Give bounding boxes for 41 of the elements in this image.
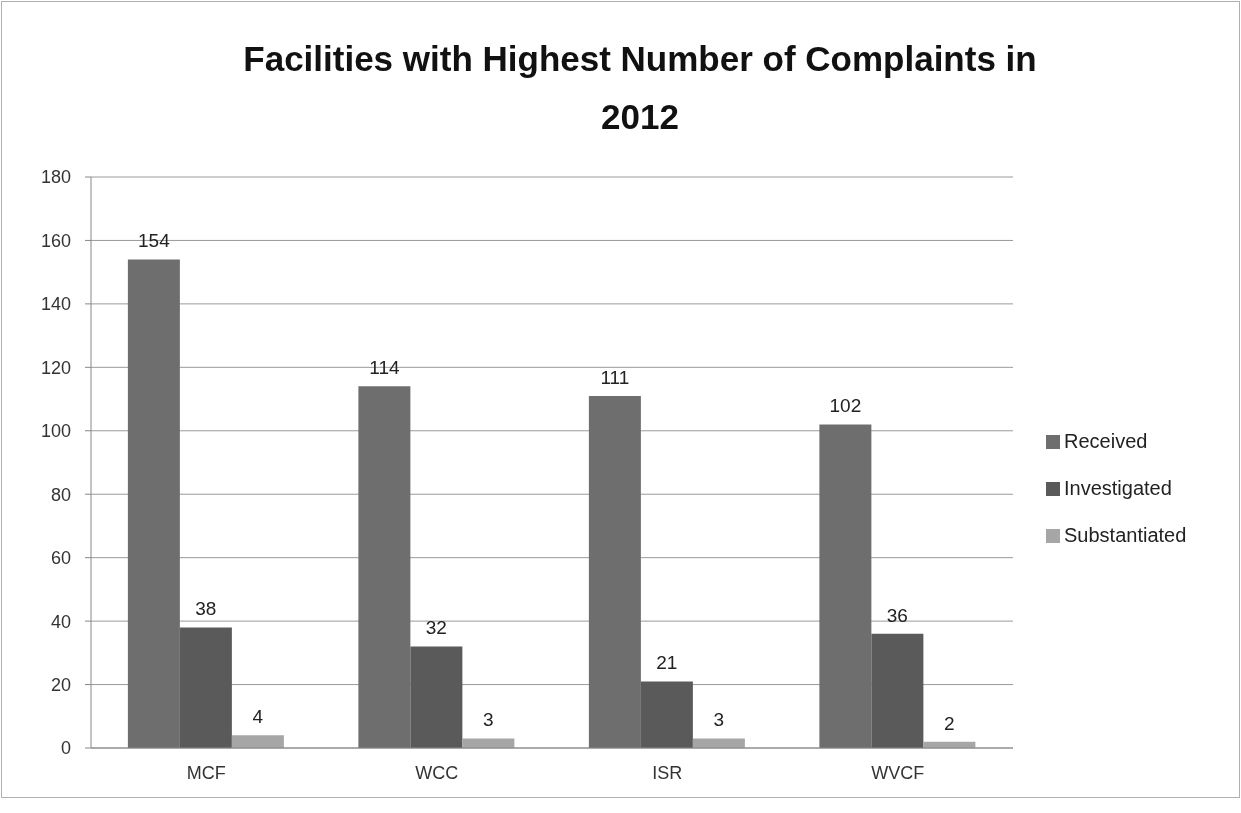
- data-label: 4: [252, 706, 264, 728]
- bar: [462, 738, 515, 748]
- legend-label: Substantiated: [1064, 524, 1187, 547]
- bar: [640, 681, 693, 748]
- bar: [871, 633, 924, 748]
- x-tick-label: MCF: [186, 762, 226, 783]
- legend-label: Received: [1064, 430, 1148, 453]
- bar: [358, 386, 411, 748]
- legend-label: Investigated: [1064, 477, 1172, 500]
- y-tick-label: 20: [50, 674, 71, 695]
- data-label: 3: [713, 709, 725, 731]
- bar: [692, 738, 745, 748]
- x-tick-label: WVCF: [871, 762, 925, 783]
- y-tick-label: 120: [40, 357, 71, 378]
- data-label: 32: [425, 617, 447, 639]
- bar: [410, 646, 463, 748]
- y-tick-label: 80: [50, 484, 71, 505]
- data-label: 3: [483, 709, 494, 731]
- bar: [127, 259, 180, 748]
- x-tick-label: ISR: [652, 762, 683, 783]
- y-tick-label: 100: [40, 421, 71, 442]
- data-label: 114: [369, 357, 400, 379]
- bar: [819, 424, 872, 748]
- data-label: 2: [944, 712, 955, 734]
- chart-title: Facilities with Highest Number of Complaints in 2012: [242, 38, 1038, 138]
- data-label: 111: [600, 366, 630, 388]
- bar: [179, 627, 232, 748]
- y-tick-label: 160: [40, 230, 71, 251]
- y-tick-label: 140: [40, 294, 71, 315]
- y-tick-label: 180: [40, 167, 71, 188]
- data-label: 154: [138, 230, 171, 252]
- x-tick-label: WCC: [415, 762, 459, 783]
- data-label: 102: [829, 395, 862, 417]
- data-label: 36: [886, 604, 908, 626]
- y-tick-label: 60: [50, 548, 71, 569]
- data-label: 38: [195, 598, 217, 620]
- data-label: 21: [656, 652, 678, 674]
- y-tick-label: 40: [50, 611, 71, 632]
- bar: [588, 395, 641, 748]
- y-tick-label: 0: [60, 738, 71, 759]
- bar: [231, 735, 284, 748]
